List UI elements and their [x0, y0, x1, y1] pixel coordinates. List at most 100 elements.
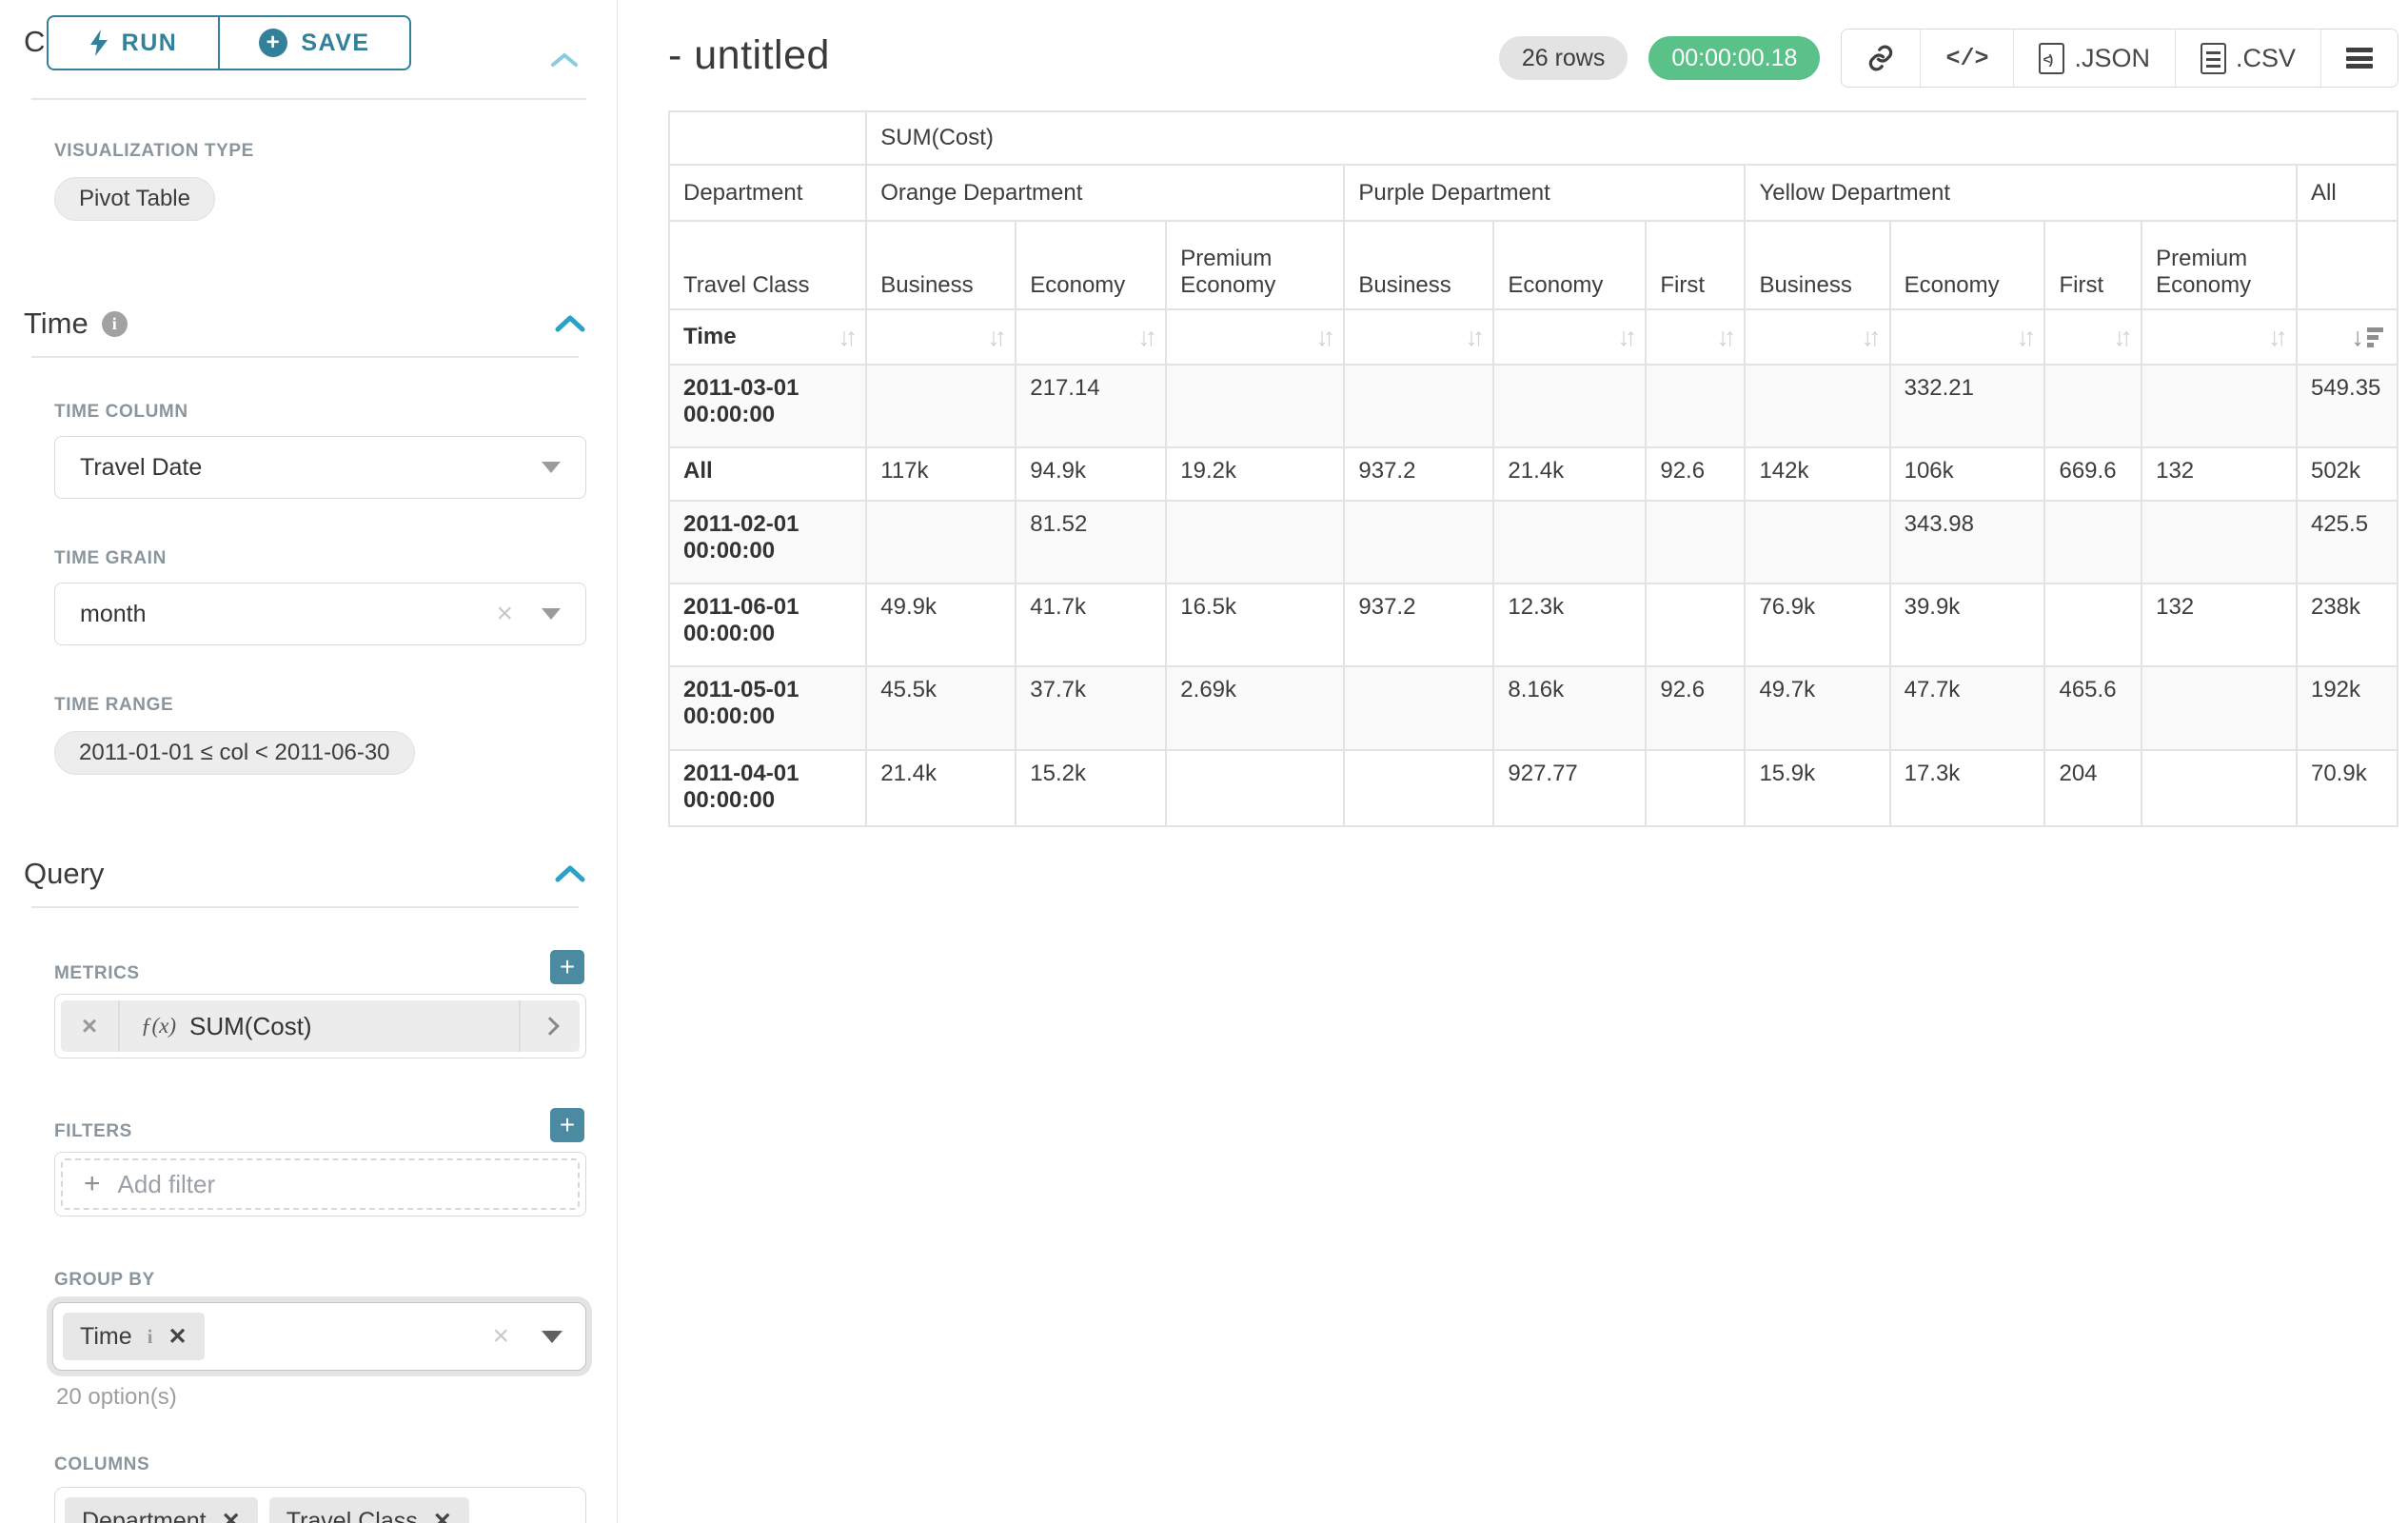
time-range-pill[interactable]: 2011-01-01 ≤ col < 2011-06-30	[54, 731, 415, 775]
pivot-cell: 132	[2142, 448, 2296, 500]
sort-toggle-icon[interactable]: ↓↑	[2113, 322, 2133, 351]
travel-class-header: Economy	[1494, 222, 1646, 308]
viz-type-pill[interactable]: Pivot Table	[54, 177, 215, 221]
info-icon: i	[147, 1324, 153, 1348]
pivot-table-container: SUM(Cost) Department Orange Department Purp…	[668, 110, 2398, 827]
metric-name: SUM(Cost)	[189, 1011, 312, 1040]
pivot-cell: 41.7k	[1016, 584, 1166, 665]
pivot-cell	[1167, 366, 1344, 446]
pivot-cell: 81.52	[1016, 502, 1166, 583]
sort-toggle-icon[interactable]: ↓↑	[987, 322, 1007, 351]
export-json-button[interactable]: .JSON	[2014, 30, 2176, 87]
pivot-cell: 465.6	[2045, 667, 2142, 749]
plus-circle-icon: +	[259, 29, 288, 57]
menu-button[interactable]	[2321, 30, 2398, 87]
sort-descending-icon[interactable]: ↓	[2352, 324, 2383, 350]
run-button[interactable]: RUN	[47, 15, 219, 70]
travel-class-header: First	[1647, 222, 1745, 308]
sort-toggle-icon[interactable]: ↓↑	[1315, 322, 1335, 351]
function-icon: ƒ(x)	[141, 1014, 177, 1038]
pivot-cell: 343.98	[1890, 502, 2044, 583]
export-button-group: </> .JSON .CSV	[1841, 29, 2398, 88]
chevron-up-icon[interactable]	[550, 52, 579, 72]
sort-toggle-icon[interactable]: ↓↑	[838, 322, 858, 351]
pivot-cell: 12.3k	[1494, 584, 1646, 665]
link-icon	[1869, 45, 1893, 71]
pivot-cell	[1167, 751, 1344, 825]
time-grain-value: month	[80, 600, 147, 627]
json-button-label: .JSON	[2074, 43, 2150, 72]
pivot-cell	[1647, 366, 1745, 446]
sort-toggle-icon[interactable]: ↓↑	[1137, 322, 1157, 351]
export-csv-button[interactable]: .CSV	[2175, 30, 2321, 87]
add-filter-button[interactable]: + Add filter	[61, 1158, 580, 1210]
clear-icon[interactable]: ×	[496, 598, 513, 629]
time-grain-select[interactable]: month ×	[54, 583, 586, 645]
sort-toggle-icon[interactable]: ↓↑	[2016, 322, 2036, 351]
time-axis-label: Time ↓↑	[670, 310, 866, 364]
pivot-cell: 92.6	[1647, 667, 1745, 749]
copy-link-button[interactable]	[1842, 30, 1922, 87]
pivot-cell: 117k	[867, 448, 1016, 500]
remove-tag-icon[interactable]: ✕	[432, 1508, 452, 1523]
pivot-cell: 45.5k	[867, 667, 1016, 749]
add-metric-button[interactable]: +	[550, 950, 584, 984]
time-heading: Time	[24, 307, 89, 340]
time-section-header[interactable]: Time i	[24, 307, 586, 341]
row-count-badge: 26 rows	[1498, 36, 1628, 80]
pivot-cell: 669.6	[2045, 448, 2142, 500]
query-timer-badge: 00:00:00.18	[1648, 36, 1821, 80]
group-by-select[interactable]: Time i ✕ ×	[52, 1302, 586, 1371]
pivot-cell: 549.35	[2297, 366, 2397, 446]
pivot-cell: 21.4k	[1494, 448, 1646, 500]
chevron-up-icon[interactable]	[554, 857, 586, 891]
sort-toggle-icon[interactable]: ↓↑	[1861, 322, 1882, 351]
pivot-cell	[1345, 751, 1493, 825]
chart-header-actions: 26 rows 00:00:00.18 </> .JSON	[1498, 25, 2398, 88]
query-section-header[interactable]: Query	[24, 857, 586, 891]
remove-tag-icon[interactable]: ✕	[221, 1508, 241, 1523]
query-heading: Query	[24, 857, 105, 890]
clear-icon[interactable]: ×	[492, 1320, 509, 1352]
pivot-cell: 425.5	[2297, 502, 2397, 583]
remove-tag-icon[interactable]: ✕	[168, 1323, 188, 1350]
expand-metric-button[interactable]	[521, 1000, 580, 1052]
sort-toggle-icon[interactable]: ↓↑	[1716, 322, 1736, 351]
tag-label: Travel Class	[286, 1507, 418, 1523]
sort-cell: ↓↑	[1167, 310, 1344, 364]
pivot-cell: 217.14	[1016, 366, 1166, 446]
add-filter-label: Add filter	[117, 1169, 216, 1198]
chart-header: - untitled 26 rows 00:00:00.18 </>	[668, 25, 2398, 88]
time-row-label: Time	[683, 324, 737, 349]
department-axis-label: Department	[670, 166, 866, 220]
department-header: Yellow Department	[1746, 166, 2296, 220]
embed-code-button[interactable]: </>	[1921, 30, 2015, 87]
add-filter-plus-button[interactable]: +	[550, 1108, 584, 1142]
chevron-up-icon[interactable]	[554, 307, 586, 341]
metric-chip[interactable]: × ƒ(x) SUM(Cost)	[61, 1000, 580, 1052]
travel-class-header: Business	[867, 222, 1016, 308]
plus-icon: +	[84, 1168, 101, 1199]
pivot-cell: 92.6	[1647, 448, 1745, 500]
row-label: All	[670, 448, 866, 500]
group-by-tag-time: Time i ✕	[63, 1313, 205, 1360]
time-column-select[interactable]: Travel Date	[54, 436, 586, 499]
remove-metric-icon[interactable]: ×	[61, 1000, 120, 1052]
sort-toggle-icon[interactable]: ↓↑	[2267, 322, 2288, 351]
sort-toggle-icon[interactable]: ↓↑	[1465, 322, 1485, 351]
csv-file-icon	[2200, 42, 2226, 74]
sort-cell: ↓↑	[1647, 310, 1745, 364]
sort-cell: ↓↑	[867, 310, 1016, 364]
travel-class-header: Business	[1345, 222, 1493, 308]
time-column-value: Travel Date	[80, 453, 203, 481]
sort-toggle-icon[interactable]: ↓↑	[1617, 322, 1637, 351]
pivot-cell: 332.21	[1890, 366, 2044, 446]
save-button[interactable]: + SAVE	[219, 15, 411, 70]
group-by-label: GROUP BY	[54, 1270, 155, 1290]
chart-title[interactable]: - untitled	[668, 32, 830, 78]
pivot-cell	[1647, 751, 1745, 825]
travel-class-header: Premium Economy	[2142, 222, 2296, 308]
pivot-cell: 16.5k	[1167, 584, 1344, 665]
pivot-cell: 15.9k	[1746, 751, 1889, 825]
columns-select[interactable]: Department ✕ Travel Class ✕ ×	[54, 1487, 586, 1523]
